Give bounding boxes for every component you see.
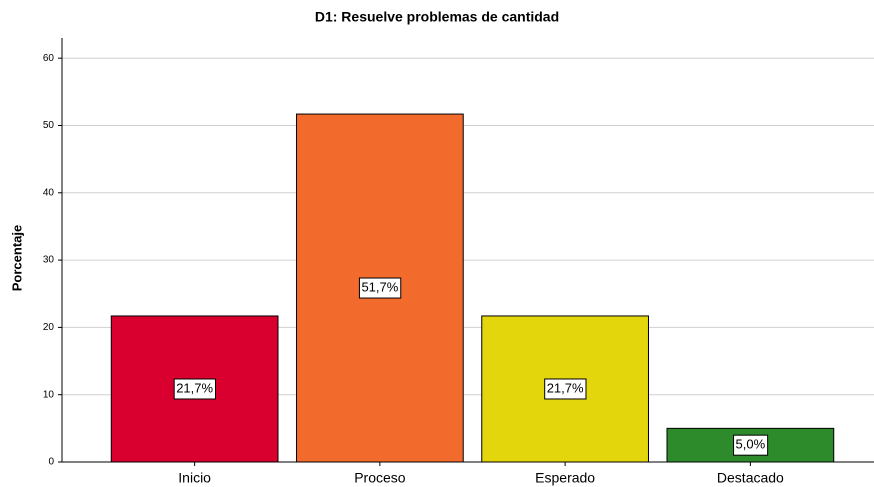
value-label-box (733, 434, 769, 456)
value-label: 51,7% (361, 279, 398, 294)
value-label-box (358, 277, 402, 299)
x-tick-label: Destacado (717, 470, 784, 486)
value-label: 21,7% (176, 380, 213, 395)
x-tick-label: Esperado (535, 470, 595, 486)
y-tick-label: 0 (48, 457, 54, 468)
value-label: 21,7% (547, 380, 584, 395)
y-tick-label: 30 (43, 255, 55, 266)
x-tick-label: Inicio (178, 470, 211, 486)
chart-title: D1: Resuelve problemas de cantidad (315, 9, 559, 25)
y-tick-label: 60 (43, 53, 55, 64)
y-tick-label: 20 (43, 322, 55, 333)
y-tick-label: 10 (43, 389, 55, 400)
bar (666, 427, 835, 463)
y-tick-label: 50 (43, 120, 55, 131)
y-axis-label: Porcentaje (9, 225, 24, 291)
y-tick-label: 40 (43, 187, 55, 198)
x-tick-label: Proceso (354, 470, 406, 486)
value-label-box (173, 378, 216, 400)
value-label: 5,0% (736, 437, 766, 452)
value-label-box (544, 378, 587, 400)
